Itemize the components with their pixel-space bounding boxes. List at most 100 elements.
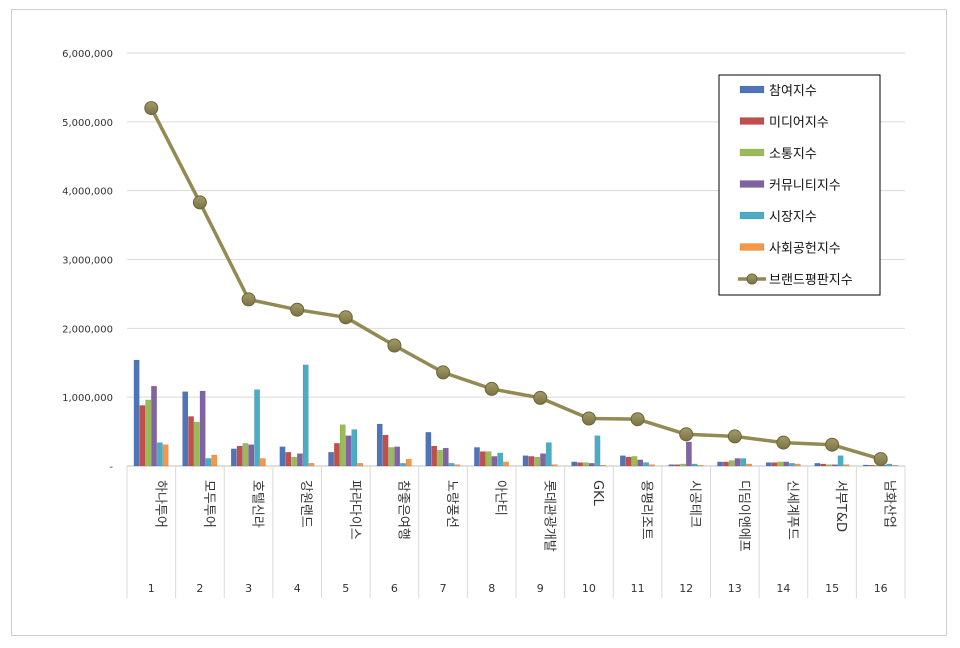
bar [188,416,194,467]
bar [886,463,893,467]
bar [302,364,309,467]
rank-label: 13 [728,582,742,595]
bar [668,464,675,467]
bar [892,465,898,467]
rank-label: 14 [776,582,790,595]
legend-label: 소통지수 [769,147,817,162]
category-label: 파라다이스 [347,480,362,540]
legend-label: 브랜드평판지수 [769,273,853,288]
line-point [630,412,645,427]
bar [868,465,875,467]
category-label: 용평리조트 [639,480,654,540]
bar [765,462,772,467]
category-label: 남화산업 [882,480,897,528]
y-tick-label: 5,000,000 [62,118,113,129]
bar-layer [133,359,898,467]
legend-label: 시장지수 [769,210,817,225]
bar [625,456,632,467]
bar [582,462,589,467]
bar [723,461,729,467]
bar [139,405,146,467]
bar [680,463,686,467]
bar [156,442,163,467]
line-point [241,292,256,307]
category-label: 디딤이앤에프 [736,480,751,552]
bar [826,464,832,467]
line-point [727,429,742,444]
bar [211,454,218,467]
bar [199,390,206,467]
category-label: 강원랜드 [298,480,313,528]
line-point [825,437,840,452]
bar [279,446,286,467]
bar [600,465,607,467]
rank-label: 8 [488,582,495,595]
bar [831,464,838,467]
rank-label: 3 [245,582,252,595]
bar [691,463,698,467]
bar [545,442,552,467]
bar [551,464,558,467]
category-label: 호텔신라 [250,480,265,528]
bar [814,463,821,467]
bar [405,458,412,467]
line-point [581,411,596,426]
bar [205,458,212,467]
rank-label: 4 [294,582,301,595]
bar [145,399,152,467]
bar [728,460,735,467]
bar [697,465,704,467]
legend-swatch [739,117,765,125]
line-point [338,310,353,325]
y-tick-label: 2,000,000 [62,324,113,335]
bar [485,451,492,467]
rank-label: 15 [825,582,839,595]
bar [151,385,157,467]
bar [789,463,795,467]
category-label: 신세계푸드 [784,480,799,540]
bar [431,445,438,467]
category-label: 하나투어 [152,480,167,528]
legend-swatch [739,85,765,94]
bar [296,453,303,467]
legend-label: 커뮤니티지수 [769,179,841,194]
line-point [484,381,499,396]
bar [334,443,340,467]
legend-swatch [739,243,765,251]
bar [230,448,237,467]
bar [376,423,383,467]
bar [685,441,692,467]
category-label: 노랑풍선 [444,480,459,528]
bar [771,462,778,467]
bar [339,424,346,467]
y-tick-label: 1,000,000 [62,393,113,404]
bar [497,452,504,467]
rank-label: 10 [582,582,596,595]
bar [448,463,455,467]
line-point [290,302,305,317]
bar [631,456,638,467]
bar [437,449,443,467]
bar [588,463,595,467]
category-label: 시공테크 [687,480,702,528]
rank-label: 12 [679,582,693,595]
legend-label: 사회공헌지수 [769,242,841,257]
bar [425,432,432,467]
bar [236,445,243,467]
category-label: 서부T&D [833,480,848,532]
category-label: 롯데관광개발 [541,480,556,552]
bar [400,463,406,467]
bar [528,456,535,467]
bar [182,391,189,467]
bar [242,443,249,467]
bar [454,464,461,467]
rank-label: 2 [196,582,203,595]
bar [328,452,335,467]
bar [193,421,200,467]
line-point [387,338,402,353]
bar [479,451,486,467]
bar [522,455,529,467]
y-tick-label: 3,000,000 [62,256,113,267]
rank-label: 9 [537,582,544,595]
